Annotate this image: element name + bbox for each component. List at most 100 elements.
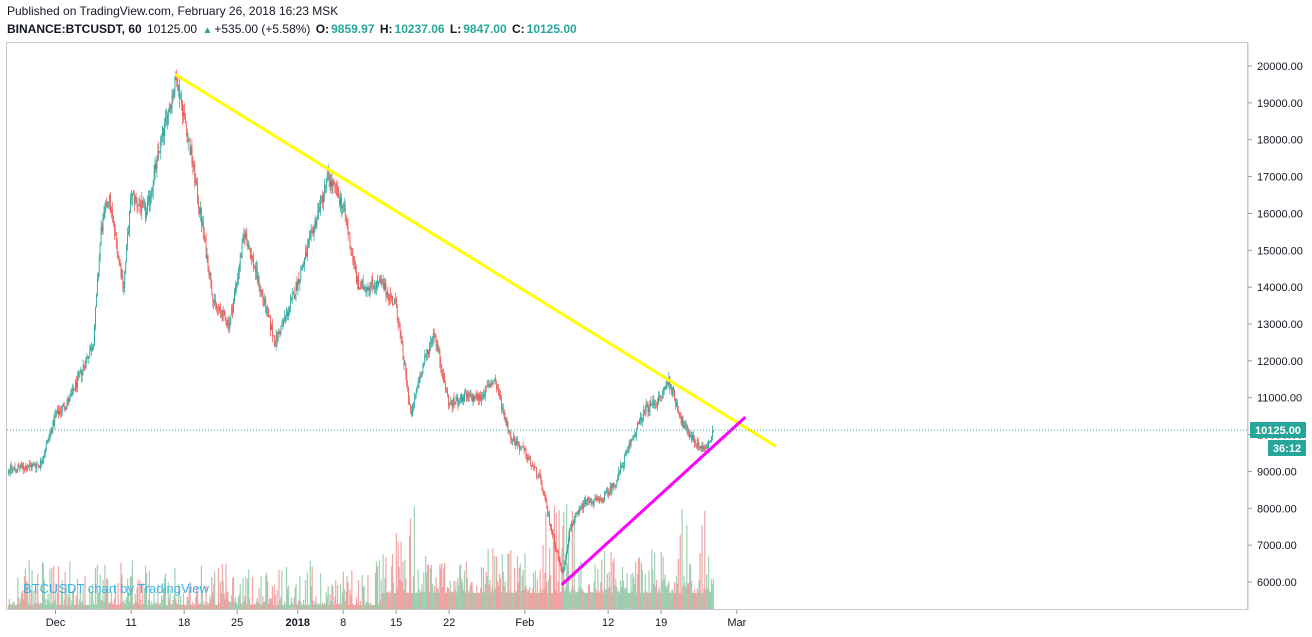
volume-bar xyxy=(279,600,281,609)
volume-bar xyxy=(373,604,376,609)
volume-bar xyxy=(647,592,649,609)
volume-bar xyxy=(70,604,72,609)
candle-body xyxy=(658,395,660,397)
candle-body xyxy=(236,283,237,287)
volume-bar xyxy=(10,603,12,609)
volume-bar xyxy=(639,593,642,609)
watermark[interactable]: BTCUSDT chart by TradingView xyxy=(23,581,209,596)
volume-bar xyxy=(466,578,468,609)
volume-bar xyxy=(412,576,414,609)
volume-bar xyxy=(284,601,286,609)
volume-bar xyxy=(638,557,641,609)
volume-bar xyxy=(30,590,32,609)
symbol-label[interactable]: BINANCE:BTCUSDT, 60 xyxy=(7,22,142,36)
candle-body xyxy=(690,435,692,438)
candle-body xyxy=(399,325,401,332)
volume-bar xyxy=(663,579,665,609)
candle-body xyxy=(195,181,197,184)
candle-body xyxy=(564,563,566,570)
candle-body xyxy=(609,486,611,492)
volume-bar xyxy=(484,583,486,609)
resistance-trendline[interactable] xyxy=(175,73,777,448)
volume-bar xyxy=(231,595,233,609)
candle-body xyxy=(79,369,81,374)
volume-bar xyxy=(312,600,314,609)
candle-body xyxy=(412,406,413,415)
time-axis[interactable]: Dec 11 18 25 2018 8 15 22 Feb 12 19 Mar xyxy=(46,610,747,629)
candle-body xyxy=(432,333,434,340)
candle-body xyxy=(505,417,507,425)
volume-bar xyxy=(143,603,145,609)
volume-bar xyxy=(565,587,567,609)
candle-body xyxy=(541,484,543,491)
candle-body xyxy=(113,216,114,222)
candle-body xyxy=(18,465,20,468)
volume-bar xyxy=(191,604,193,609)
candle-body xyxy=(642,410,644,422)
candle-body xyxy=(383,282,385,290)
volume-bar xyxy=(200,565,203,609)
volume-bar xyxy=(213,583,215,609)
volume-bar xyxy=(481,592,484,609)
candle-body xyxy=(201,208,202,226)
candle-body xyxy=(296,282,298,290)
candle-body xyxy=(646,404,648,405)
candle-body xyxy=(83,365,85,367)
volume-bar xyxy=(482,567,484,609)
time-badge-bg xyxy=(1268,439,1306,456)
candle-body xyxy=(266,306,268,313)
candle-body xyxy=(75,382,76,391)
candle-body xyxy=(375,287,376,289)
candle-body xyxy=(64,408,66,409)
candle-body xyxy=(164,122,165,136)
volume-bar xyxy=(411,592,414,609)
volume-bar xyxy=(386,592,388,609)
volume-bar xyxy=(467,590,469,609)
candle-body xyxy=(71,393,73,395)
candle-body xyxy=(365,290,367,292)
volume-bar xyxy=(314,601,316,609)
candle-body xyxy=(674,390,675,399)
volume-bar xyxy=(90,604,92,609)
volume-bar xyxy=(180,604,183,609)
candle-body xyxy=(667,382,669,385)
candle-body xyxy=(92,347,93,351)
candle-body xyxy=(57,409,58,414)
price-tick-label: 17000.00 xyxy=(1257,172,1303,184)
candle-body xyxy=(58,409,59,415)
candle-body xyxy=(659,395,661,397)
candle-body xyxy=(149,197,151,205)
volume-bar xyxy=(66,604,68,609)
volume-bar xyxy=(553,505,555,609)
candle-body xyxy=(280,325,282,335)
trendlines[interactable] xyxy=(175,73,777,586)
candle-body xyxy=(565,557,567,564)
price-axis[interactable]: 6000.007000.008000.009000.0010000.001100… xyxy=(1248,61,1303,589)
candle-body xyxy=(535,467,537,477)
volume-bar xyxy=(447,588,449,609)
candle-body xyxy=(497,387,498,390)
candle-body xyxy=(516,441,517,446)
volume-bar xyxy=(699,553,701,609)
candle-body xyxy=(395,299,397,308)
candle-body xyxy=(167,110,169,124)
candle-body xyxy=(103,210,105,218)
candle-body xyxy=(342,205,343,209)
volume-bar xyxy=(613,558,615,609)
volume-bar xyxy=(612,561,614,609)
volume-bar xyxy=(578,565,580,609)
volume-bar xyxy=(609,587,611,609)
candle-body xyxy=(277,332,279,341)
volume-bar xyxy=(712,579,714,609)
volume-bar xyxy=(334,596,336,609)
volume-bar xyxy=(185,605,187,609)
volume-bar xyxy=(603,550,606,609)
candle-body xyxy=(553,534,555,545)
support-trendline[interactable] xyxy=(561,416,746,586)
volume-bar xyxy=(199,603,202,609)
volume-bar xyxy=(674,593,677,609)
candle-body xyxy=(263,298,265,304)
volume-bar xyxy=(477,592,479,609)
change-value: +535.00 (+5.58%) xyxy=(214,22,311,36)
